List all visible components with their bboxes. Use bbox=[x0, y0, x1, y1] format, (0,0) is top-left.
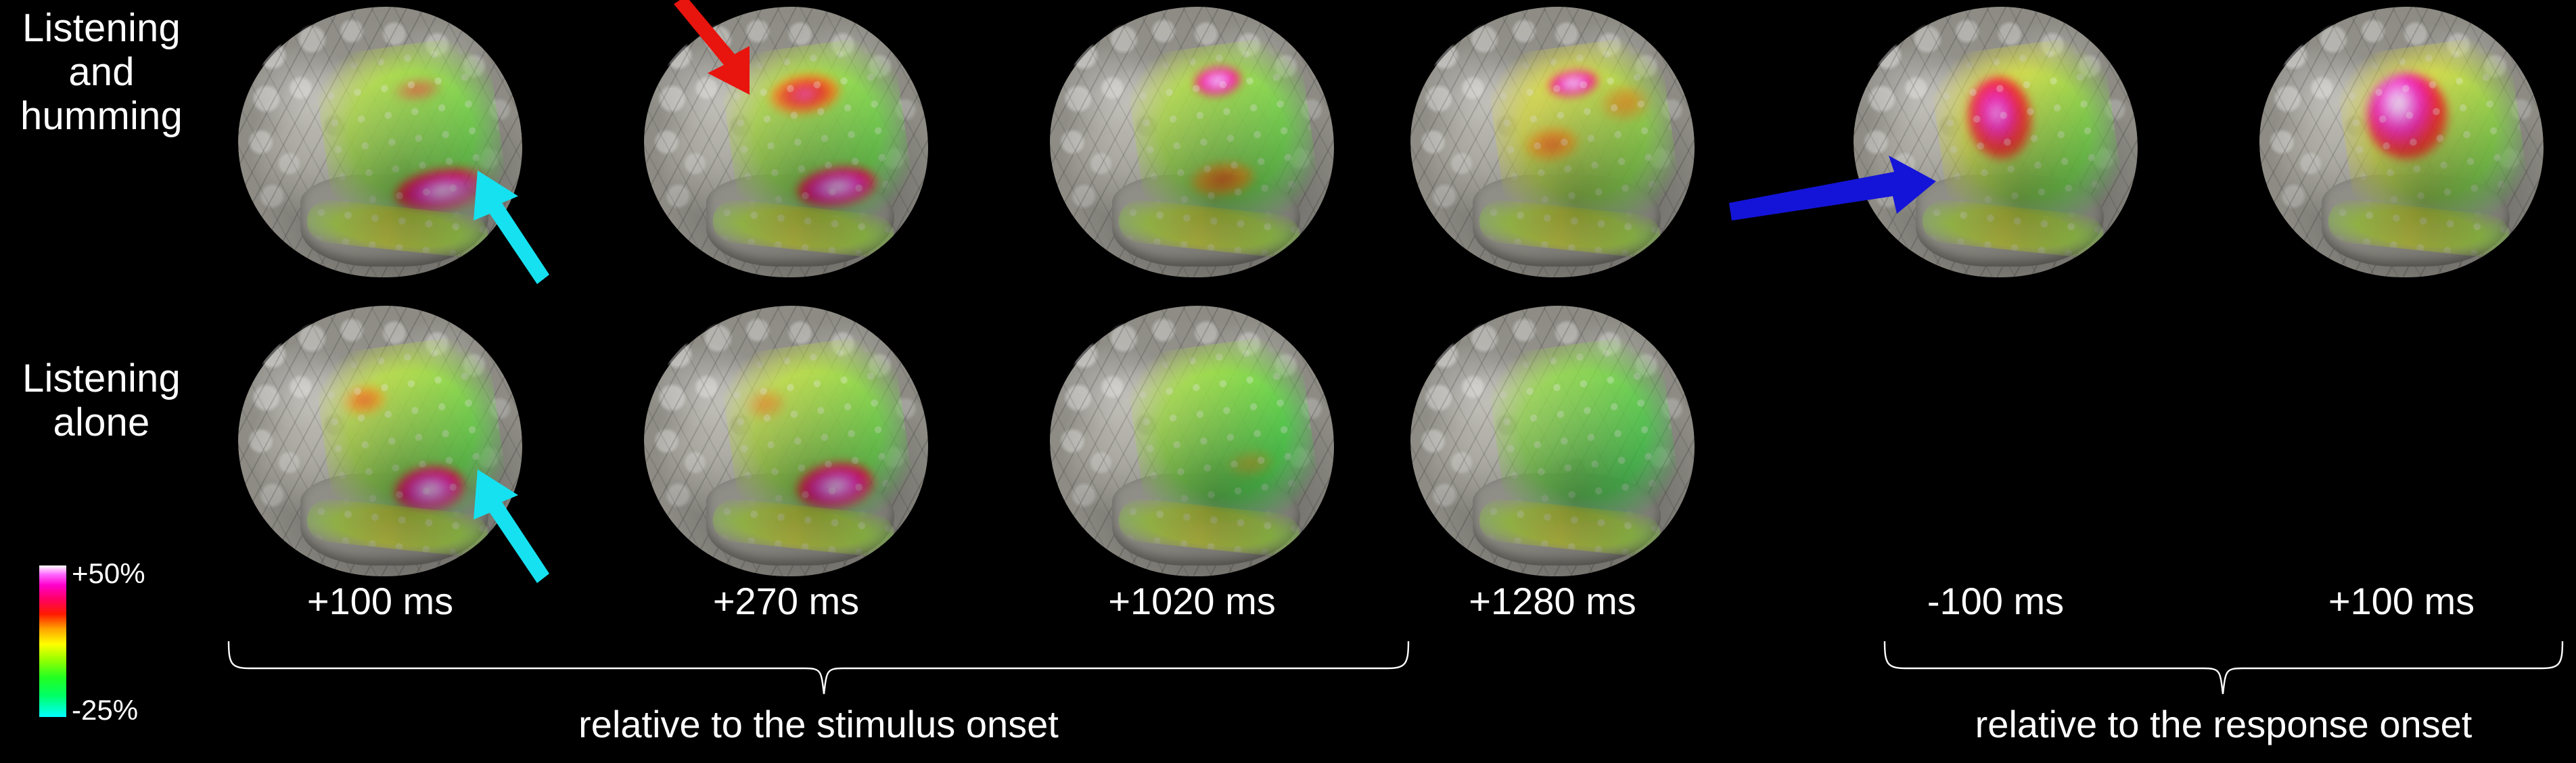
time-label-col-3: +1020 ms bbox=[1108, 580, 1276, 622]
brain-panel-r1c3 bbox=[1050, 306, 1334, 576]
brain-panel-r1c1 bbox=[238, 306, 522, 576]
surface-shading bbox=[238, 306, 522, 576]
colorbar: +50% -25% bbox=[37, 557, 199, 726]
bracket-stimulus bbox=[223, 641, 1414, 695]
brain-panel-r0c1 bbox=[238, 7, 522, 277]
brain-panel-r0c6 bbox=[2259, 7, 2544, 277]
colorbar-min-label: -25% bbox=[72, 694, 139, 726]
surface-shading bbox=[644, 306, 928, 576]
row-label-listening-and-humming: Listening and humming bbox=[20, 6, 183, 138]
surface-shading bbox=[1050, 7, 1334, 277]
surface-shading bbox=[2259, 7, 2544, 277]
time-label-col-6: +100 ms bbox=[2328, 580, 2475, 622]
brain-panel-r0c3 bbox=[1050, 7, 1334, 277]
row-label-listening-alone: Listening alone bbox=[22, 356, 181, 444]
brain-panel-r1c2 bbox=[644, 306, 928, 576]
brain-panel-r0c2 bbox=[644, 7, 928, 277]
surface-shading bbox=[1410, 7, 1695, 277]
surface-shading bbox=[1410, 306, 1695, 576]
time-label-col-2: +270 ms bbox=[712, 580, 860, 622]
group-caption-response: relative to the response onset bbox=[1975, 703, 2472, 745]
time-label-col-5: -100 ms bbox=[1927, 580, 2065, 622]
surface-shading bbox=[1854, 7, 2138, 277]
time-label-col-1: +100 ms bbox=[306, 580, 454, 622]
colorbar-max-label: +50% bbox=[72, 557, 145, 589]
surface-shading bbox=[238, 7, 522, 277]
bracket-response bbox=[1879, 641, 2568, 695]
brain-panel-r0c5 bbox=[1854, 7, 2138, 277]
surface-shading bbox=[644, 7, 928, 277]
colorbar-gradient bbox=[39, 565, 66, 717]
surface-shading bbox=[1050, 306, 1334, 576]
group-caption-stimulus: relative to the stimulus onset bbox=[578, 703, 1059, 745]
time-label-col-4: +1280 ms bbox=[1469, 580, 1636, 622]
brain-panel-r1c4 bbox=[1410, 306, 1695, 576]
brain-panel-r0c4 bbox=[1410, 7, 1695, 277]
